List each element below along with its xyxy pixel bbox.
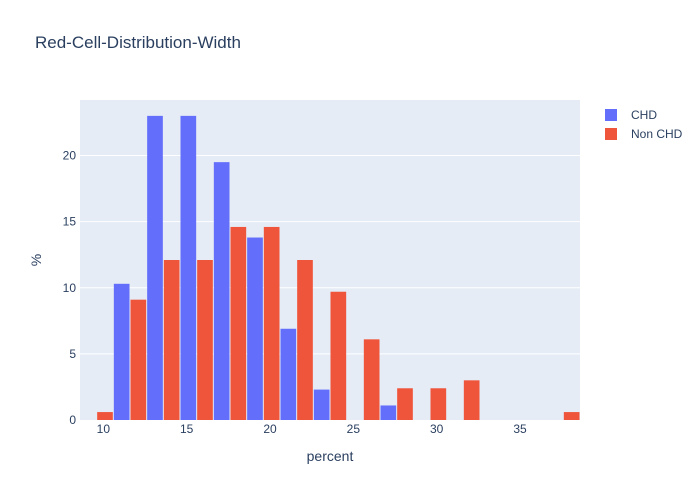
legend-swatch [605,128,617,140]
y-tick-label: 10 [63,281,77,295]
bar-non-chd[interactable] [330,291,347,420]
bar-non-chd[interactable] [397,388,413,420]
bar-non-chd[interactable] [263,226,280,420]
x-tick-label: 35 [513,422,527,436]
legend-label: Non CHD [631,127,683,141]
y-tick-label: 15 [63,215,77,229]
y-tick-label: 20 [63,149,77,163]
gridlines [80,155,580,355]
bar-chd[interactable] [380,405,397,420]
bar-chd[interactable] [147,115,163,420]
x-axis-title: percent [307,448,354,464]
bars [97,115,580,421]
bar-chd[interactable] [180,115,197,420]
bar-chd[interactable] [113,283,130,420]
x-tick-label: 20 [263,422,277,436]
bar-non-chd[interactable] [163,260,180,420]
bar-non-chd[interactable] [297,260,313,420]
bar-chd[interactable] [213,162,230,421]
x-tick-label: 15 [180,422,194,436]
x-axis-ticks: 10 15 20 25 30 35 [97,422,527,436]
bar-non-chd[interactable] [363,339,380,420]
bar-non-chd[interactable] [230,226,247,420]
legend-item[interactable]: CHD [605,108,657,122]
bar-non-chd[interactable] [97,412,113,420]
x-tick-label: 10 [97,422,111,436]
bar-non-chd[interactable] [463,380,480,420]
bar-chd[interactable] [247,237,263,420]
y-tick-label: 0 [69,413,76,427]
x-tick-label: 30 [430,422,444,436]
legend-item[interactable]: Non CHD [605,127,683,141]
y-tick-label: 5 [69,347,76,361]
y-axis-title: % [28,254,44,266]
bar-chd[interactable] [313,389,330,420]
legend-swatch [605,109,617,121]
legend[interactable]: CHD Non CHD [605,108,683,141]
plot-background [80,100,580,420]
chart-title: Red-Cell-Distribution-Width [35,33,241,52]
x-tick-label: 25 [347,422,361,436]
bar-non-chd[interactable] [430,388,447,420]
bar-non-chd[interactable] [563,412,580,420]
bar-chd[interactable] [280,328,297,420]
legend-label: CHD [631,108,657,122]
y-axis-ticks: 0 5 10 15 20 [63,149,77,427]
bar-non-chd[interactable] [197,260,213,420]
bar-non-chd[interactable] [130,299,147,420]
